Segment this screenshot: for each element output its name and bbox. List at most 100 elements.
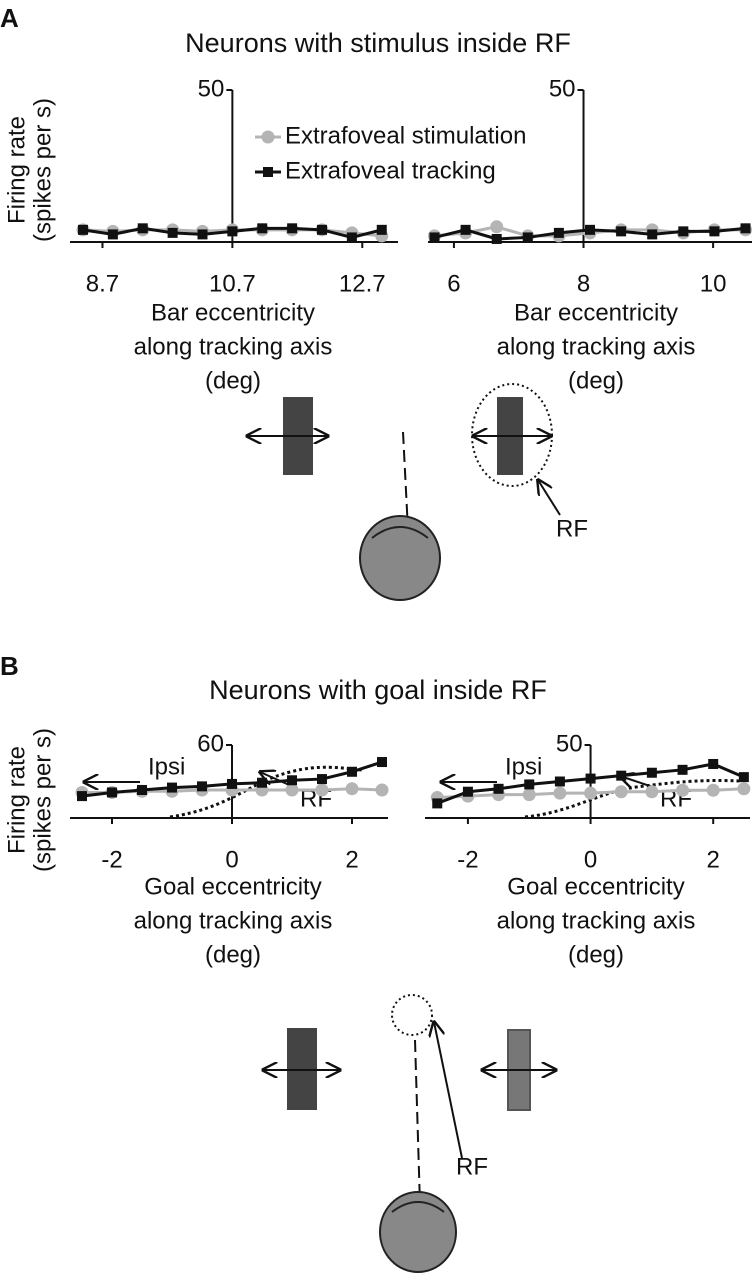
y-axis-label: Firing rate xyxy=(3,746,30,854)
panel-label: A xyxy=(0,3,19,33)
y-axis-label: Firing rate xyxy=(3,116,30,224)
x-axis-label: along tracking axis xyxy=(134,333,333,360)
data-point xyxy=(429,232,440,243)
legend-marker xyxy=(261,130,275,144)
data-point xyxy=(585,773,596,784)
annotation-arrow xyxy=(434,1022,463,1159)
annotation: RF xyxy=(456,1153,488,1180)
data-point xyxy=(345,782,359,796)
data-point xyxy=(490,220,504,234)
data-point xyxy=(614,785,628,799)
data-point xyxy=(375,783,389,797)
head xyxy=(379,1191,457,1273)
annotation-arrow xyxy=(538,480,561,516)
x-axis-label: Bar eccentricity xyxy=(514,299,678,326)
data-point xyxy=(287,223,298,234)
data-point xyxy=(709,226,720,237)
x-axis-label: along tracking axis xyxy=(497,333,696,360)
data-point xyxy=(315,783,329,797)
data-point xyxy=(377,757,387,768)
data-point xyxy=(317,224,328,235)
legend-label: Extrafoveal stimulation xyxy=(285,122,526,149)
x-tick-label: 10.7 xyxy=(209,270,256,297)
y-tick-label: 50 xyxy=(549,75,576,102)
data-point xyxy=(616,770,627,781)
data-point xyxy=(197,229,208,240)
panel-title: Neurons with goal inside RF xyxy=(209,675,547,705)
x-axis-label: along tracking axis xyxy=(134,907,333,934)
gaze-line xyxy=(402,431,409,531)
data-point xyxy=(706,783,720,797)
panel-title: Neurons with stimulus inside RF xyxy=(185,28,571,58)
data-point xyxy=(376,224,387,235)
y-axis-label: (spikes per s) xyxy=(29,98,56,242)
data-point xyxy=(107,787,117,798)
data-point xyxy=(677,764,688,775)
diagram-a: RF xyxy=(247,383,588,601)
data-point xyxy=(646,767,657,778)
data-point xyxy=(708,758,719,769)
data-point xyxy=(585,224,595,235)
data-point xyxy=(462,786,473,797)
data-point xyxy=(460,224,471,235)
x-axis-label: along tracking axis xyxy=(497,907,696,934)
data-point xyxy=(227,778,237,789)
head-detail xyxy=(371,526,429,539)
data-point xyxy=(737,782,751,796)
data-point xyxy=(285,783,299,797)
receptive-field xyxy=(391,994,433,1036)
x-axis-label: Goal eccentricity xyxy=(144,873,321,900)
x-axis-label: (deg) xyxy=(568,367,624,394)
data-point xyxy=(522,232,533,243)
y-tick-label: 50 xyxy=(198,75,225,102)
x-axis-label: (deg) xyxy=(568,941,624,968)
data-point xyxy=(107,229,118,240)
x-axis-label: (deg) xyxy=(205,941,261,968)
x-tick-label: 6 xyxy=(447,270,460,297)
data-point xyxy=(678,226,689,237)
x-tick-label: -2 xyxy=(457,846,478,873)
data-point xyxy=(227,226,238,237)
data-point xyxy=(197,781,207,792)
data-point xyxy=(137,223,148,234)
x-axis-label: Bar eccentricity xyxy=(151,299,315,326)
x-axis-label: (deg) xyxy=(205,367,261,394)
data-point xyxy=(167,227,178,238)
data-point xyxy=(676,783,690,797)
rf-profile xyxy=(524,779,741,819)
data-point xyxy=(77,224,88,235)
chart: -2 0 2 60 Goal eccentricity along tracking ax… xyxy=(3,728,389,968)
y-tick-label: 50 xyxy=(556,730,583,757)
y-tick-label: 60 xyxy=(197,730,224,757)
data-point xyxy=(647,229,658,240)
x-tick-label: 10 xyxy=(700,270,727,297)
data-point xyxy=(524,779,535,790)
data-point xyxy=(287,775,297,786)
chart: -2 0 2 50 Goal eccentricity along tracking ax… xyxy=(425,730,751,968)
data-point xyxy=(553,786,567,800)
data-point xyxy=(346,232,357,243)
data-point xyxy=(740,223,751,234)
y-axis-label: (spikes per s) xyxy=(29,728,56,872)
x-tick-label: 0 xyxy=(584,846,597,873)
annotation: RF xyxy=(556,515,588,542)
data-point xyxy=(738,772,749,783)
head xyxy=(359,515,441,601)
data-point xyxy=(167,782,177,793)
x-axis-label: Goal eccentricity xyxy=(507,873,684,900)
panel-label: B xyxy=(0,651,19,681)
legend-label: Extrafoveal tracking xyxy=(285,157,496,184)
data-point xyxy=(317,774,327,785)
x-tick-label: -2 xyxy=(101,846,122,873)
data-point xyxy=(553,227,564,238)
chart: 6 8 10 50 Bar eccentricity along tracking axi… xyxy=(427,75,753,394)
data-point xyxy=(347,766,357,777)
data-point xyxy=(257,777,267,788)
diagram-b: RF xyxy=(263,994,556,1273)
chart: 8.7 10.7 12.7 50 Bar eccentricity along track… xyxy=(3,75,526,394)
x-tick-label: 2 xyxy=(345,846,358,873)
data-point xyxy=(522,788,536,802)
x-tick-label: 8.7 xyxy=(86,270,119,297)
x-tick-label: 8 xyxy=(577,270,590,297)
data-point xyxy=(616,226,627,237)
